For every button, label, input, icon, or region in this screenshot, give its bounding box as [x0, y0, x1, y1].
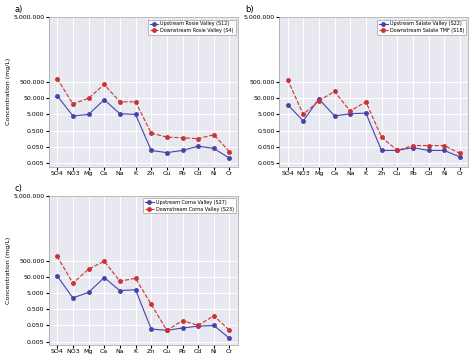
- Downstream Salate TMF (S18): [347, 109, 353, 113]
- Downstream Corna Valley (S23): [164, 328, 170, 333]
- Downstream Rosie Valley (S4): [180, 136, 185, 140]
- Upstream Rosie Valley (S12): [117, 112, 123, 116]
- Line: Downstream Corna Valley (S23): Downstream Corna Valley (S23): [55, 255, 231, 332]
- Legend: Upstream Corna Valley (S27), Downstream Corna Valley (S23): Upstream Corna Valley (S27), Downstream …: [143, 198, 236, 213]
- Upstream Corna Valley (S27): [70, 296, 76, 300]
- Upstream Corna Valley (S27): [133, 288, 138, 292]
- Upstream Salate Valley (S22): [363, 111, 369, 115]
- Downstream Rosie Valley (S4): [211, 132, 217, 137]
- Downstream Rosie Valley (S4): [195, 136, 201, 141]
- Downstream Corna Valley (S23): [227, 328, 232, 333]
- Upstream Salate Valley (S22): [347, 112, 353, 116]
- Downstream Rosie Valley (S4): [227, 149, 232, 154]
- Downstream Salate TMF (S18): [394, 148, 400, 153]
- Downstream Corna Valley (S23): [70, 281, 76, 285]
- Downstream Salate TMF (S18): [332, 89, 337, 94]
- Upstream Salate Valley (S22): [316, 97, 322, 101]
- Y-axis label: Concentration (mg/L): Concentration (mg/L): [6, 58, 10, 126]
- Downstream Salate TMF (S18): [410, 143, 416, 148]
- Line: Downstream Rosie Valley (S4): Downstream Rosie Valley (S4): [55, 77, 231, 153]
- Line: Upstream Rosie Valley (S12): Upstream Rosie Valley (S12): [55, 94, 231, 160]
- Upstream Corna Valley (S27): [211, 323, 217, 328]
- Upstream Rosie Valley (S12): [133, 112, 138, 117]
- Upstream Corna Valley (S27): [55, 274, 60, 278]
- Downstream Salate TMF (S18): [457, 151, 463, 156]
- Line: Upstream Corna Valley (S27): Upstream Corna Valley (S27): [55, 274, 231, 340]
- Upstream Rosie Valley (S12): [101, 98, 107, 102]
- Upstream Corna Valley (S27): [101, 275, 107, 280]
- Upstream Corna Valley (S27): [227, 336, 232, 341]
- Upstream Corna Valley (S27): [117, 288, 123, 293]
- Downstream Corna Valley (S23): [117, 279, 123, 283]
- Downstream Salate TMF (S18): [379, 135, 384, 139]
- Downstream Salate TMF (S18): [426, 143, 431, 148]
- Upstream Rosie Valley (S12): [55, 94, 60, 98]
- Downstream Salate TMF (S18): [441, 143, 447, 148]
- Line: Upstream Salate Valley (S22): Upstream Salate Valley (S22): [286, 97, 462, 159]
- Downstream Rosie Valley (S4): [101, 82, 107, 87]
- Downstream Rosie Valley (S4): [148, 131, 154, 135]
- Upstream Rosie Valley (S12): [86, 112, 91, 117]
- Text: a): a): [15, 5, 23, 14]
- Upstream Corna Valley (S27): [195, 324, 201, 328]
- Downstream Rosie Valley (S4): [117, 100, 123, 104]
- Downstream Corna Valley (S23): [101, 259, 107, 264]
- Downstream Salate TMF (S18): [285, 77, 291, 82]
- Upstream Salate Valley (S22): [394, 148, 400, 153]
- Upstream Corna Valley (S27): [148, 327, 154, 331]
- Text: c): c): [15, 184, 22, 193]
- Upstream Salate Valley (S22): [285, 103, 291, 107]
- Downstream Salate TMF (S18): [363, 100, 369, 104]
- Upstream Rosie Valley (S12): [164, 150, 170, 155]
- Downstream Rosie Valley (S4): [70, 102, 76, 106]
- Upstream Rosie Valley (S12): [180, 148, 185, 153]
- Upstream Corna Valley (S27): [180, 326, 185, 330]
- Legend: Upstream Salate Valley (S22), Downstream Salate TMF (S18): Upstream Salate Valley (S22), Downstream…: [377, 19, 466, 35]
- Upstream Rosie Valley (S12): [211, 146, 217, 150]
- Downstream Corna Valley (S23): [55, 254, 60, 258]
- Downstream Rosie Valley (S4): [164, 135, 170, 139]
- Downstream Rosie Valley (S4): [86, 96, 91, 100]
- Upstream Salate Valley (S22): [441, 148, 447, 153]
- Downstream Corna Valley (S23): [148, 302, 154, 306]
- Downstream Rosie Valley (S4): [133, 100, 138, 104]
- Upstream Rosie Valley (S12): [227, 156, 232, 160]
- Upstream Rosie Valley (S12): [195, 144, 201, 148]
- Legend: Upstream Rosie Valley (S12), Downstream Rosie Valley (S4): Upstream Rosie Valley (S12), Downstream …: [148, 19, 236, 35]
- Downstream Corna Valley (S23): [180, 318, 185, 323]
- Text: b): b): [245, 5, 254, 14]
- Downstream Corna Valley (S23): [133, 276, 138, 280]
- Downstream Corna Valley (S23): [195, 323, 201, 328]
- Upstream Salate Valley (S22): [332, 114, 337, 118]
- Downstream Salate TMF (S18): [316, 99, 322, 103]
- Upstream Salate Valley (S22): [457, 155, 463, 159]
- Upstream Rosie Valley (S12): [70, 114, 76, 118]
- Downstream Corna Valley (S23): [86, 267, 91, 271]
- Downstream Rosie Valley (S4): [55, 76, 60, 81]
- Upstream Corna Valley (S27): [86, 290, 91, 294]
- Upstream Salate Valley (S22): [410, 145, 416, 150]
- Upstream Corna Valley (S27): [164, 328, 170, 333]
- Downstream Corna Valley (S23): [211, 314, 217, 318]
- Downstream Salate TMF (S18): [301, 112, 306, 117]
- Upstream Salate Valley (S22): [379, 148, 384, 153]
- Line: Downstream Salate TMF (S18): Downstream Salate TMF (S18): [286, 78, 462, 155]
- Y-axis label: Concentration (mg/L): Concentration (mg/L): [6, 237, 10, 304]
- Upstream Salate Valley (S22): [301, 119, 306, 123]
- Upstream Salate Valley (S22): [426, 148, 431, 153]
- Upstream Rosie Valley (S12): [148, 148, 154, 153]
